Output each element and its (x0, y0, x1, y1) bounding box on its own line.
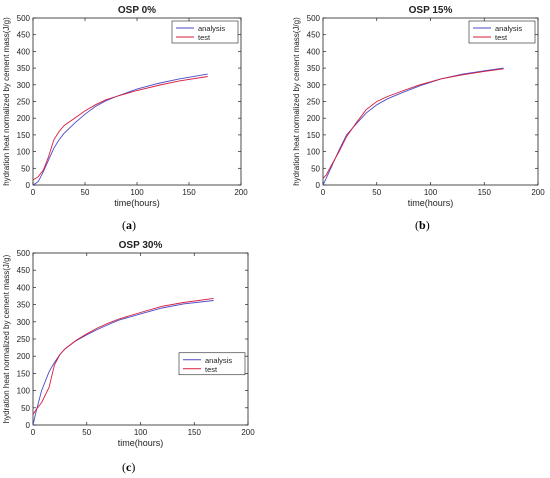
y-tick-label: 100 (17, 148, 31, 157)
y-tick-label: 200 (307, 114, 321, 123)
chart-osp-30: OSP 30% 0 50 100 150 200 0 50 100 150 200 250 300 350… (2, 240, 255, 448)
series-line-test (322, 68, 504, 179)
y-tick-label: 100 (307, 148, 321, 157)
y-tick-label: 150 (307, 131, 321, 140)
y-tick-label: 0 (26, 181, 31, 190)
x-tick-label: 50 (372, 188, 381, 197)
y-tick-label: 350 (307, 64, 321, 73)
x-axis-label: time(hours) (408, 198, 454, 208)
y-tick-label: 500 (17, 14, 31, 23)
x-tick-label: 200 (241, 428, 255, 437)
y-tick-label: 400 (17, 47, 31, 56)
series-line-test (32, 297, 214, 415)
y-tick-label: 350 (17, 64, 31, 73)
x-tick-label: 0 (321, 188, 326, 197)
y-tick-label: 300 (307, 81, 321, 90)
legend-label-test: test (495, 33, 508, 42)
plot-area (32, 252, 249, 426)
y-tick-label: 500 (17, 249, 31, 258)
y-tick-label: 50 (21, 404, 30, 413)
series-line-test (32, 76, 208, 181)
chart-osp-15: OSP 15% 0 50 100 150 200 0 50 100 150 200 250 300 350… (292, 5, 545, 208)
caption-c: (c) (122, 460, 136, 474)
y-tick-label: 250 (307, 98, 321, 107)
legend-label-analysis: analysis (198, 24, 225, 33)
y-tick-label: 100 (17, 387, 31, 396)
y-tick-label: 400 (17, 283, 31, 292)
y-axis-label: hydration heat normalized by cement mass… (292, 17, 301, 186)
y-tick-label: 0 (26, 421, 31, 430)
chart-title: OSP 30% (119, 240, 163, 251)
x-tick-label: 0 (31, 188, 36, 197)
y-tick-label: 0 (316, 181, 321, 190)
y-tick-label: 450 (17, 31, 31, 40)
legend-box (171, 20, 239, 44)
y-axis-label: hydration heat normalized by cement mass… (2, 17, 11, 186)
legend-label-analysis: analysis (205, 356, 232, 365)
y-tick-label: 450 (307, 31, 321, 40)
chart-osp-0: OSP 0% 0 50 100 150 200 0 50 100 150 200 250 300 350 4… (2, 5, 248, 208)
y-tick-label: 450 (17, 266, 31, 275)
series-line-analysis (32, 73, 208, 186)
chart-title: OSP 0% (118, 5, 156, 16)
y-tick-label: 350 (17, 301, 31, 310)
y-tick-label: 150 (17, 369, 31, 378)
x-tick-label: 50 (81, 188, 90, 197)
y-tick-label: 50 (21, 164, 30, 173)
x-axis-label: time(hours) (118, 438, 164, 448)
y-tick-label: 50 (311, 164, 320, 173)
y-tick-label: 400 (307, 47, 321, 56)
y-tick-label: 200 (17, 352, 31, 361)
plot-area (32, 17, 242, 186)
y-tick-label: 150 (17, 131, 31, 140)
y-axis-label: hydration heat normalized by cement mass… (2, 254, 11, 423)
series-line-analysis (32, 300, 214, 426)
legend-label-analysis: analysis (495, 24, 522, 33)
x-axis-label: time(hours) (114, 198, 160, 208)
x-tick-label: 150 (478, 188, 492, 197)
x-tick-label: 50 (82, 428, 91, 437)
y-tick-label: 300 (17, 81, 31, 90)
y-tick-label: 300 (17, 318, 31, 327)
x-tick-label: 100 (424, 188, 438, 197)
x-tick-label: 100 (130, 188, 144, 197)
legend-label-test: test (205, 365, 218, 374)
y-tick-label: 500 (307, 14, 321, 23)
y-tick-label: 250 (17, 335, 31, 344)
x-tick-label: 200 (531, 188, 545, 197)
x-tick-label: 0 (31, 428, 36, 437)
y-tick-label: 200 (17, 114, 31, 123)
x-tick-label: 200 (234, 188, 248, 197)
legend-box (178, 352, 246, 376)
x-tick-label: 150 (188, 428, 202, 437)
y-tick-label: 250 (17, 98, 31, 107)
chart-title: OSP 15% (409, 5, 453, 16)
x-tick-label: 150 (182, 188, 196, 197)
legend-label-test: test (198, 33, 211, 42)
x-tick-label: 100 (134, 428, 148, 437)
legend-box (468, 20, 536, 44)
caption-a: (a) (122, 218, 136, 232)
caption-b: (b) (415, 218, 430, 232)
